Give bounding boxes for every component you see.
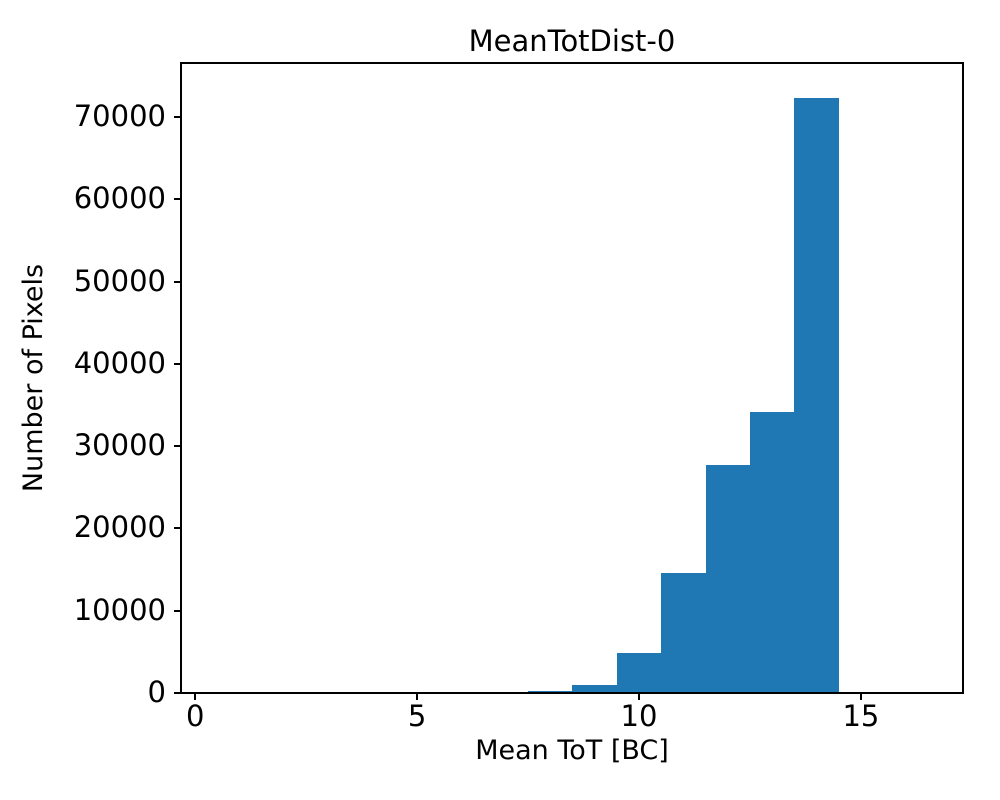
histogram-bar [750, 411, 795, 692]
y-tick-label: 60000 [73, 181, 166, 216]
y-axis-tick [174, 609, 180, 612]
y-tick-label: 0 [147, 675, 166, 710]
y-axis-tick [174, 198, 180, 201]
y-axis-label: Number of Pixels [18, 263, 50, 493]
x-tick-label: 0 [185, 699, 205, 733]
histogram-bar [528, 691, 573, 693]
x-tick-label: 15 [842, 699, 880, 733]
histogram-bar [572, 685, 617, 692]
y-tick-label: 40000 [73, 345, 166, 380]
y-tick-label: 70000 [73, 99, 166, 134]
y-axis-tick [174, 527, 180, 530]
y-axis-tick [174, 116, 180, 118]
x-axis-tick [194, 694, 197, 700]
histogram-bar [705, 465, 750, 692]
x-axis-label: Mean ToT [BC] [475, 735, 669, 766]
chart-title: MeanTotDist-0 [468, 24, 676, 58]
y-tick-label: 50000 [73, 263, 166, 298]
y-tick-label: 30000 [73, 428, 166, 463]
x-axis-tick [416, 694, 419, 700]
x-axis-tick [638, 694, 640, 700]
y-axis-tick [174, 280, 180, 283]
histogram-bar [794, 98, 839, 692]
histogram-bar [616, 653, 662, 692]
x-tick-label: 10 [620, 699, 658, 733]
x-axis-tick [859, 694, 862, 700]
histogram-bar [661, 572, 706, 692]
y-tick-label: 10000 [73, 592, 166, 627]
y-axis-tick [174, 362, 180, 365]
plot-area [180, 62, 964, 694]
x-tick-label: 5 [407, 699, 427, 733]
y-tick-label: 20000 [73, 510, 166, 545]
y-axis-tick [174, 445, 180, 448]
y-axis-tick [174, 692, 180, 694]
